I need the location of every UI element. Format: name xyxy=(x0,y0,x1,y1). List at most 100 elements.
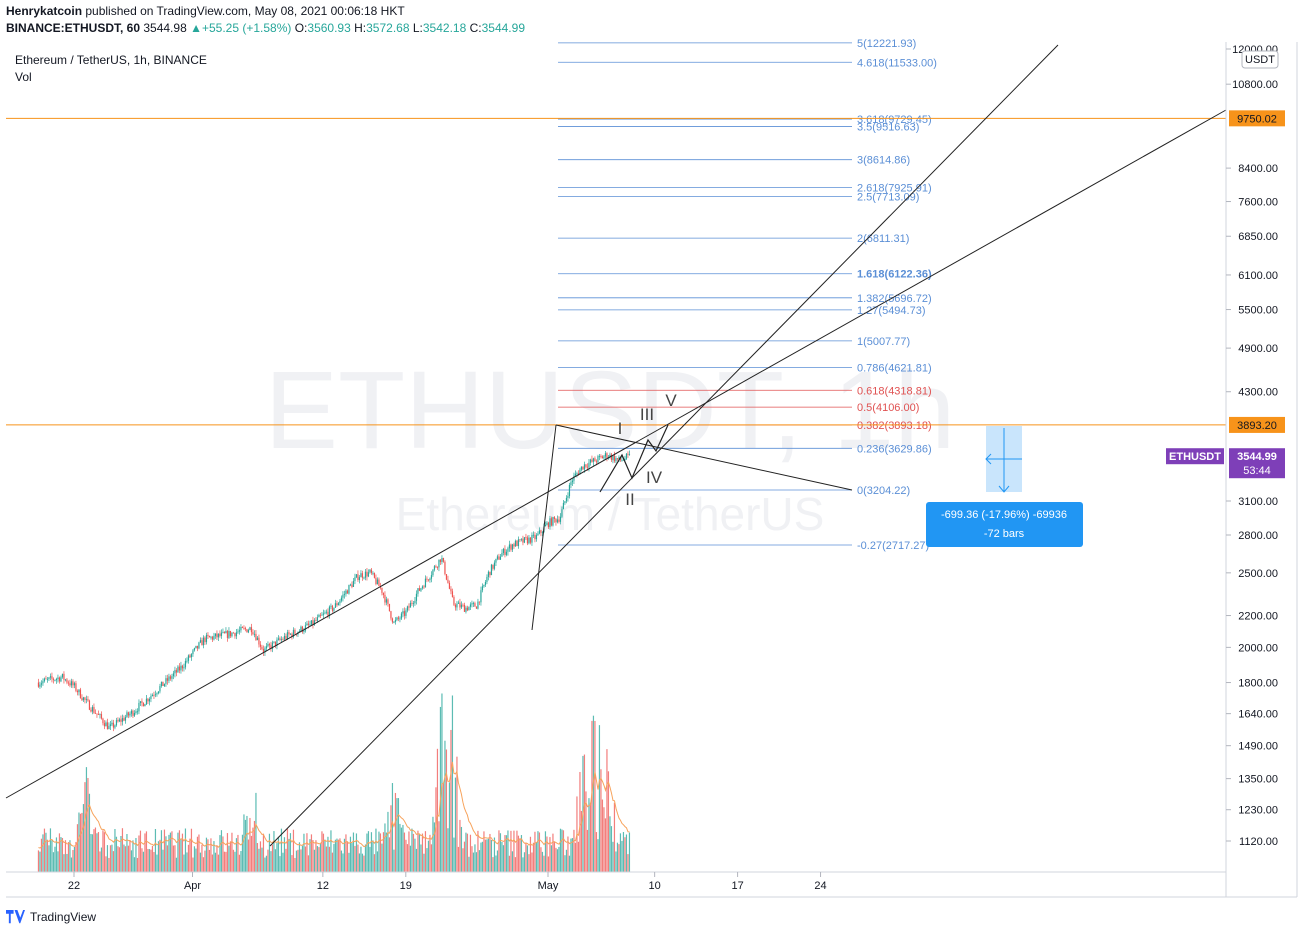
volume-bar xyxy=(313,849,316,872)
fib-leg-line[interactable] xyxy=(531,424,557,631)
candle-body xyxy=(112,722,115,728)
volume-bar xyxy=(327,836,329,872)
candle-body xyxy=(430,575,433,579)
volume-bar xyxy=(309,839,311,872)
candle-body xyxy=(79,689,82,699)
candle-body xyxy=(468,606,470,611)
elliott-wave-label: V xyxy=(665,391,677,410)
candle-body xyxy=(81,698,83,701)
volume-bar xyxy=(219,835,221,872)
currency-badge[interactable] xyxy=(1241,50,1279,69)
candle-body xyxy=(304,625,307,631)
candle-body xyxy=(319,614,322,616)
fib-base-line[interactable] xyxy=(555,424,853,491)
candle-body xyxy=(156,693,158,695)
candle-body xyxy=(51,676,53,679)
candle-body xyxy=(541,532,544,534)
candle-body xyxy=(82,697,85,701)
volume-bar xyxy=(600,769,602,872)
volume-bar xyxy=(268,833,271,872)
price-axis-label: 1350.00 xyxy=(1238,774,1278,786)
volume-bar xyxy=(151,845,154,872)
candle-body xyxy=(433,566,436,570)
volume-bar xyxy=(472,852,475,872)
volume-bar xyxy=(189,838,191,872)
candle-body xyxy=(99,714,101,715)
candle-body xyxy=(381,587,383,593)
time-axis[interactable]: 22 Apr 12 19 May 10 17 24 xyxy=(68,872,827,892)
volume-bar xyxy=(595,832,598,872)
measure-arrow-down-icon xyxy=(998,485,1010,493)
symbol-label: BINANCE:ETHUSDT, 60 xyxy=(6,21,141,35)
measure-label-box[interactable] xyxy=(926,502,1083,547)
candle-body xyxy=(481,586,484,591)
volume-bar xyxy=(187,844,190,872)
volume-bar xyxy=(258,848,260,872)
volume-bar xyxy=(627,854,629,872)
candle-body xyxy=(442,558,445,562)
volume-bar xyxy=(178,830,181,872)
tradingview-logo-icon[interactable] xyxy=(6,910,26,924)
candle-body xyxy=(249,627,251,631)
candle-body xyxy=(627,453,629,455)
volume-bar xyxy=(168,834,170,872)
volume-bar xyxy=(250,835,253,872)
price-axis[interactable]: 12000.0010800.008400.007600.006850.00610… xyxy=(1226,44,1278,848)
steep-trend-line[interactable] xyxy=(269,44,1059,847)
volume-bar xyxy=(348,852,350,872)
volume-bar xyxy=(427,840,430,872)
candle-body xyxy=(162,681,164,687)
candle-body xyxy=(444,561,446,575)
candle-body xyxy=(75,683,77,691)
candle-body xyxy=(298,630,301,632)
volume-bar xyxy=(480,842,482,872)
candle-body xyxy=(582,466,584,470)
volume-bar xyxy=(210,838,212,872)
volume-bar xyxy=(441,693,443,872)
fibonacci-extension[interactable]: 5(12221.93) 4.618(11533.00) 3.618(9729.45)… xyxy=(558,38,937,552)
volume-bar xyxy=(142,851,145,872)
volume-bar xyxy=(39,851,41,872)
candle-body xyxy=(621,459,623,461)
open-value: 3560.93 xyxy=(307,21,351,35)
volume-bar xyxy=(573,829,575,872)
candle-body xyxy=(208,636,211,638)
candle-body xyxy=(225,630,227,634)
volume-bar xyxy=(598,725,601,872)
volume-bar xyxy=(255,792,257,872)
candle-body xyxy=(115,720,118,726)
lower-channel-line[interactable] xyxy=(5,439,641,799)
candle-body xyxy=(316,617,319,621)
volume-bar xyxy=(337,839,340,872)
volume-bar xyxy=(205,837,208,872)
horizontal-lines[interactable] xyxy=(6,117,1226,426)
elliott-wave-path[interactable] xyxy=(599,424,669,493)
candle-body xyxy=(346,590,349,594)
volume-bar xyxy=(133,857,136,872)
volume-bar xyxy=(616,842,619,872)
candle-body xyxy=(564,501,566,503)
candle-body xyxy=(166,678,169,681)
measure-tool[interactable]: -699.36 (-17.96%) -69936 -72 bars xyxy=(926,426,1083,547)
candle-body xyxy=(411,602,413,604)
candle-body xyxy=(499,556,502,560)
volume-bar xyxy=(163,829,166,872)
volume-bar xyxy=(532,842,535,872)
volume-bar xyxy=(76,824,79,872)
trend-lines[interactable] xyxy=(5,44,1227,847)
volume-bar xyxy=(195,848,197,872)
brand-name[interactable]: TradingView xyxy=(30,910,97,924)
time-axis-label: May xyxy=(538,880,559,892)
volume-bar xyxy=(103,832,106,872)
volume-bar xyxy=(288,838,290,872)
volume-bar xyxy=(559,828,562,872)
symbol-tag xyxy=(1166,448,1224,465)
candle-body xyxy=(223,631,226,634)
upper-trend-line[interactable] xyxy=(639,109,1227,441)
volume-bar xyxy=(144,833,146,872)
volume-bar xyxy=(523,852,526,872)
candle-body xyxy=(423,586,425,588)
close-label: C: xyxy=(469,21,482,35)
author-name[interactable]: Henrykatcoin xyxy=(6,4,83,18)
